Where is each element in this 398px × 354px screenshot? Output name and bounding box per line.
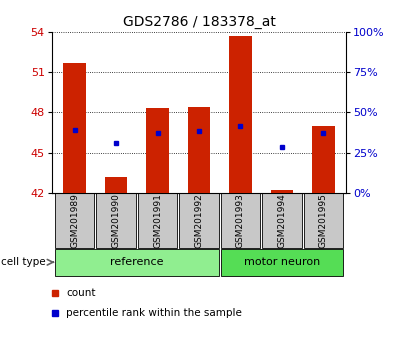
Bar bbox=[179, 193, 219, 248]
Bar bbox=[271, 190, 293, 193]
Bar bbox=[262, 193, 302, 248]
Text: GSM201995: GSM201995 bbox=[319, 193, 328, 248]
Text: GSM201992: GSM201992 bbox=[195, 193, 203, 248]
Bar bbox=[187, 107, 211, 193]
Bar bbox=[55, 249, 219, 276]
Text: GSM201994: GSM201994 bbox=[277, 193, 287, 248]
Bar bbox=[312, 126, 335, 193]
Text: GSM201990: GSM201990 bbox=[111, 193, 121, 248]
Text: GSM201993: GSM201993 bbox=[236, 193, 245, 248]
Text: GSM201991: GSM201991 bbox=[153, 193, 162, 248]
Bar bbox=[229, 36, 252, 193]
Text: count: count bbox=[66, 288, 96, 298]
Text: reference: reference bbox=[110, 257, 164, 267]
Bar bbox=[220, 249, 343, 276]
Title: GDS2786 / 183378_at: GDS2786 / 183378_at bbox=[123, 16, 275, 29]
Bar bbox=[138, 193, 178, 248]
Text: GSM201989: GSM201989 bbox=[70, 193, 79, 248]
Bar bbox=[105, 177, 127, 193]
Bar bbox=[146, 108, 169, 193]
Bar bbox=[96, 193, 136, 248]
Text: percentile rank within the sample: percentile rank within the sample bbox=[66, 308, 242, 318]
Bar bbox=[220, 193, 260, 248]
Text: motor neuron: motor neuron bbox=[244, 257, 320, 267]
Bar bbox=[304, 193, 343, 248]
Bar bbox=[55, 193, 94, 248]
Text: cell type: cell type bbox=[1, 257, 46, 267]
Bar bbox=[63, 63, 86, 193]
